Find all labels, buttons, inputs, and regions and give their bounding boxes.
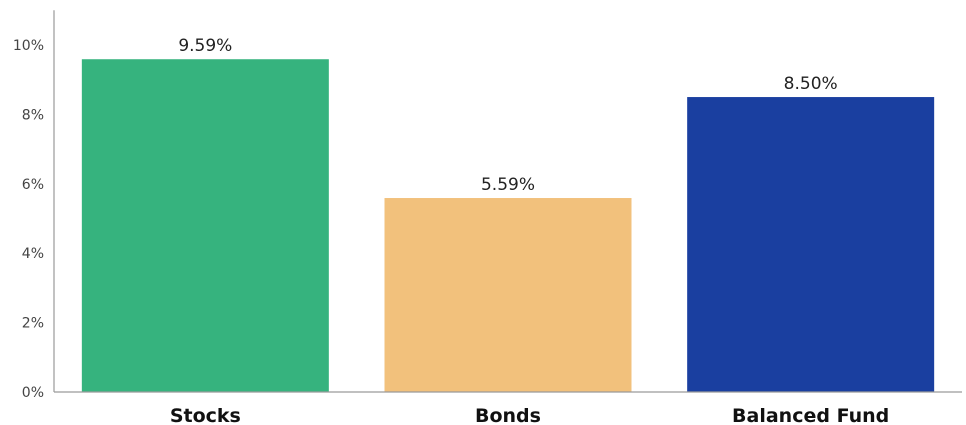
bar-stocks xyxy=(81,59,329,393)
y-tick-label: 0% xyxy=(22,385,44,401)
y-tick-label: 8% xyxy=(22,107,44,123)
y-tick-label: 6% xyxy=(22,177,44,193)
x-tick-label: Bonds xyxy=(475,405,541,425)
data-label: 8.50% xyxy=(784,74,838,94)
data-label: 9.59% xyxy=(178,36,232,56)
data-labels: 9.59% 5.59% 8.50% xyxy=(178,36,837,195)
bars xyxy=(81,59,935,393)
bar-bonds xyxy=(384,198,632,392)
y-axis: 0% 2% 4% 6% 8% 10% xyxy=(13,10,55,401)
bar-balanced-fund xyxy=(687,97,935,393)
y-tick-label: 2% xyxy=(22,316,44,332)
x-axis: Stocks Bonds Balanced Fund xyxy=(54,391,962,425)
data-label: 5.59% xyxy=(481,175,535,195)
x-tick-label: Stocks xyxy=(170,405,241,425)
y-tick-label: 4% xyxy=(22,246,44,262)
x-tick-label: Balanced Fund xyxy=(732,405,889,425)
y-tick-label: 10% xyxy=(13,38,44,54)
